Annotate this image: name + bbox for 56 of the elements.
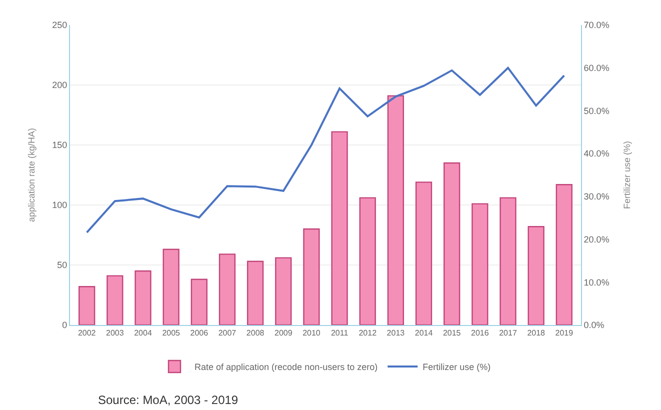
y2-tick-label: 10.0% [584, 277, 610, 288]
x-tick-label: 2009 [274, 328, 293, 338]
x-tick-label: 2004 [134, 328, 152, 338]
x-tick-label: 2015 [442, 328, 462, 338]
bar [162, 248, 180, 325]
x-tick-label: 2008 [246, 328, 265, 338]
y2-tick-label: 60.0% [584, 63, 610, 74]
y-tick-label: 50 [57, 260, 68, 270]
y2-tick-label: 40.0% [584, 148, 610, 159]
legend-label: Fertilizer use (%) [422, 362, 491, 372]
y2-tick-label: 50.0% [584, 106, 610, 116]
bar [190, 278, 208, 325]
bar [556, 184, 572, 325]
bar [415, 182, 432, 325]
y-tick-label: 250 [52, 20, 68, 30]
x-tick-label: 2017 [499, 328, 518, 338]
y2-axis-title: Fertilizer use (%) [622, 140, 632, 210]
y-axis-title: application rate (kg/HA) [26, 128, 37, 222]
bar [500, 197, 516, 325]
x-tick-label: 2016 [471, 328, 490, 338]
x-tick-label: 2010 [302, 328, 321, 338]
y-tick-label: 0 [62, 320, 68, 330]
legend-label: Rate of application (recode non-users to zero) [194, 362, 378, 372]
bar [78, 286, 96, 325]
y2-tick-label: 0.0% [584, 320, 604, 330]
x-tick-label: 2014 [414, 328, 434, 338]
y-tick-label: 150 [52, 140, 68, 150]
x-tick-label: 2005 [162, 328, 181, 338]
bar [387, 95, 404, 325]
y-tick-label: 200 [52, 80, 68, 90]
bar [218, 254, 236, 325]
y2-tick-label: 70.0% [584, 20, 610, 30]
y2-tick-label: 30.0% [584, 192, 610, 202]
bar [359, 197, 376, 325]
bar [106, 275, 124, 325]
bar [444, 162, 460, 325]
y-tick-label: 100 [52, 200, 68, 210]
bar [472, 203, 488, 325]
x-tick-label: 2019 [555, 328, 574, 338]
x-tick-label: 2011 [330, 328, 349, 338]
source-note: Source: MoA, 2003 - 2019 [98, 393, 238, 407]
x-tick-label: 2007 [218, 328, 237, 338]
line-series [86, 66, 566, 234]
x-tick-label: 2013 [386, 328, 406, 338]
x-tick-label: 2003 [106, 328, 124, 338]
x-tick-label: 2012 [358, 328, 378, 338]
bar [134, 270, 152, 325]
y2-tick-label: 20.0% [584, 234, 610, 244]
bar [528, 226, 544, 325]
bar [246, 260, 264, 325]
x-tick-label: 2002 [78, 328, 96, 338]
bar [303, 228, 320, 325]
x-tick-label: 2018 [527, 328, 546, 338]
bar [331, 131, 348, 325]
x-tick-label: 2006 [190, 328, 209, 338]
bar [275, 257, 292, 325]
